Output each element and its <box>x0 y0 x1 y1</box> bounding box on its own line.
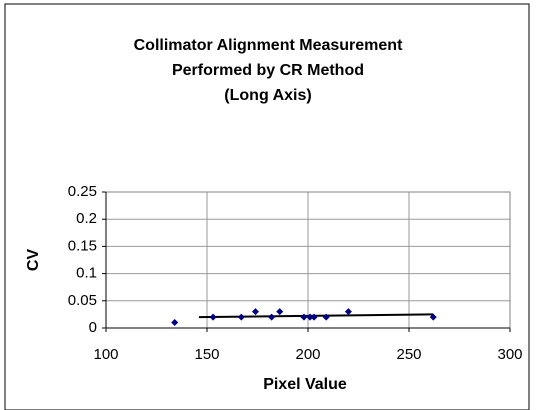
data-point <box>310 313 318 321</box>
y-tick-label: 0.2 <box>76 210 97 227</box>
data-point <box>251 308 259 316</box>
chart-title: (Long Axis) <box>224 87 311 104</box>
x-tick-label: 100 <box>93 346 118 363</box>
chart-frame <box>4 3 530 410</box>
data-point <box>237 313 245 321</box>
data-point <box>344 308 352 316</box>
data-point <box>276 308 284 316</box>
y-tick-label: 0.15 <box>68 237 97 254</box>
data-point <box>171 319 179 327</box>
x-axis-label: Pixel Value <box>263 376 347 393</box>
chart-title: Performed by CR Method <box>172 62 364 79</box>
x-tick-label: 200 <box>295 346 320 363</box>
y-tick-label: 0.1 <box>76 265 97 282</box>
chart-title: Collimator Alignment Measurement <box>134 37 403 54</box>
y-tick-label: 0.25 <box>68 183 97 200</box>
x-tick-label: 150 <box>194 346 219 363</box>
x-tick-label: 250 <box>396 346 421 363</box>
y-tick-label: 0.05 <box>68 292 97 309</box>
x-tick-label: 300 <box>497 346 522 363</box>
data-point <box>268 313 276 321</box>
data-point <box>300 313 308 321</box>
data-point <box>209 313 217 321</box>
y-tick-label: 0 <box>89 319 97 336</box>
data-point <box>306 313 314 321</box>
data-point <box>322 313 330 321</box>
data-point <box>429 313 437 321</box>
y-axis-label: CV <box>25 249 42 272</box>
